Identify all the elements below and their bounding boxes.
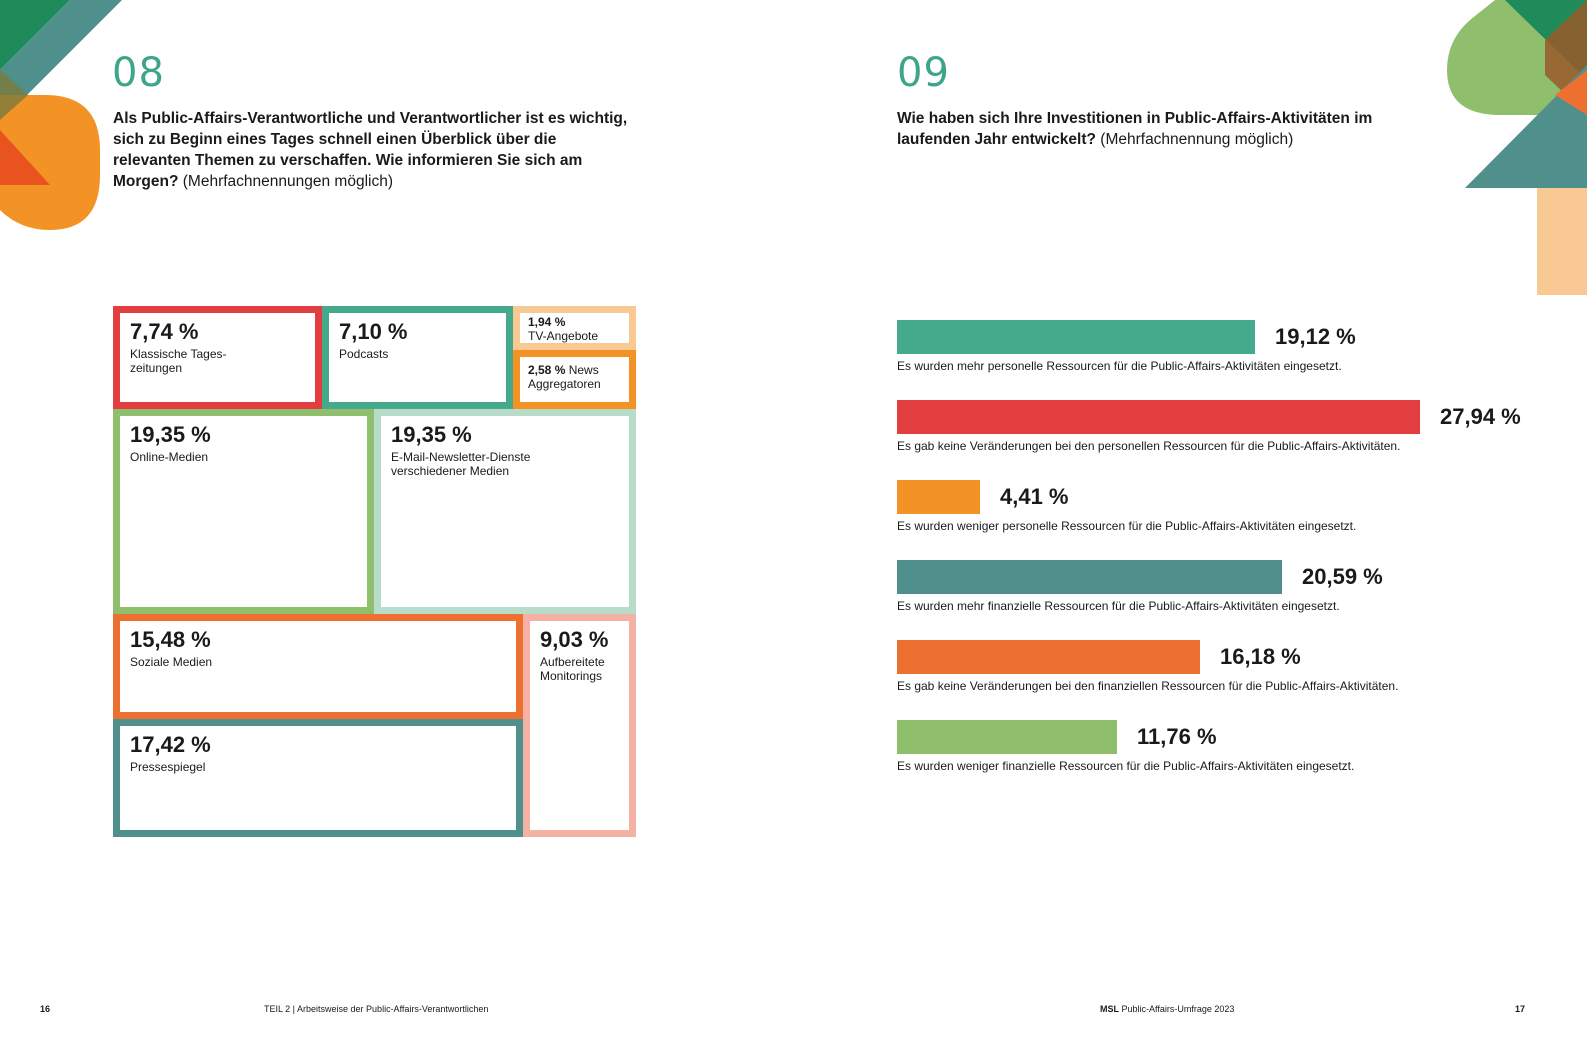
question-bold: Wie haben sich Ihre Investitionen in Pub… [897,110,1373,148]
treemap-cell-email-newsletter: 19,35 % E-Mail-Newsletter-Dienste versch… [374,409,636,614]
treemap-value: 19,35 % [391,422,472,447]
bar-1 [897,320,1255,354]
bar-value-label: 4,41 % [1000,484,1069,509]
bar-chart: 19,12 % Es wurden mehr personelle Ressour… [897,320,1567,790]
bar-value-label: 27,94 % [1440,404,1521,429]
question-bold: Als Public-Affairs-Verantwortliche und V… [113,110,628,190]
treemap-label: Aufbereitete Monitorings [540,655,605,683]
treemap-label: Klassische Tages- zeitungen [130,347,227,375]
bar-4 [897,560,1282,594]
treemap-label: Online-Medien [130,450,209,464]
treemap-label: Soziale Medien [130,655,213,669]
treemap-cell-podcasts: 7,10 % Podcasts [322,306,513,409]
footer-publication: MSL Public-Affairs-Umfrage 2023 [1100,1004,1234,1014]
treemap-cell-soziale-medien: 15,48 % Soziale Medien [113,614,523,719]
treemap-value: 2,58 % [528,363,566,377]
question-number: 08 [112,50,165,96]
treemap-cell-news-aggregatoren: 2,58 % News Aggregatoren [513,350,636,409]
page-number-right: 17 [1515,1004,1526,1014]
question-note: (Mehrfachnennungen möglich) [182,173,393,190]
bar-3 [897,480,980,514]
bar-value-label: 11,76 % [1137,724,1217,749]
bar-category-label: Es wurden mehr personelle Ressourcen für… [897,359,1342,373]
treemap-value: 7,10 % [339,319,408,344]
bar-value-label: 19,12 % [1275,324,1356,349]
page-number-left: 16 [40,1004,51,1014]
treemap-label: TV-Angebote [528,329,599,343]
treemap-label: Pressespiegel [130,760,206,774]
bar-category-label: Es wurden mehr finanzielle Ressourcen fü… [897,599,1340,613]
question-number: 09 [897,50,950,96]
decorative-corner-right [1447,0,1587,295]
treemap-cell-pressespiegel: 17,42 % Pressespiegel [113,719,523,837]
treemap-label: E-Mail-Newsletter-Dienste verschiedener … [391,450,531,478]
treemap-cell-online-medien: 19,35 % Online-Medien [113,409,374,614]
bar-value-label: 16,18 % [1220,644,1301,669]
treemap-value: 17,42 % [130,732,211,757]
treemap-cell-aufbereitete-monitorings: 9,03 % Aufbereitete Monitorings [523,614,636,837]
question-text: Als Public-Affairs-Verantwortliche und V… [113,108,633,192]
treemap-label: News Aggregatoren [528,363,601,391]
bar-2 [897,400,1420,434]
footer-brand: MSL [1100,1004,1119,1014]
treemap-value: 19,35 % [130,422,211,447]
treemap-value: 7,74 % [130,319,199,344]
bar-category-label: Es wurden weniger personelle Ressourcen … [897,519,1357,533]
question-text: Wie haben sich Ihre Investitionen in Pub… [897,108,1437,150]
treemap-value: 9,03 % [540,627,609,652]
bar-value-label: 20,59 % [1302,564,1383,589]
treemap-value: 15,48 % [130,627,211,652]
bar-category-label: Es gab keine Veränderungen bei den perso… [897,439,1401,453]
footer-publication-title: Public-Affairs-Umfrage 2023 [1121,1004,1235,1014]
treemap-value: 1,94 % [528,315,566,329]
bar-category-label: Es wurden weniger finanzielle Ressourcen… [897,759,1355,773]
treemap-value-label: 2,58 % News Aggregatoren [528,363,628,391]
bar-category-label: Es gab keine Veränderungen bei den finan… [897,679,1399,693]
treemap-label: Podcasts [339,347,389,361]
treemap-cell-tv-angebote: 1,94 % TV-Angebote [513,306,636,350]
decorative-corner-left [0,0,122,230]
question-note: (Mehrfachnennung möglich) [1100,131,1294,148]
bar-5 [897,640,1200,674]
treemap-cell-klassische-tageszeitungen: 7,74 % Klassische Tages- zeitungen [113,306,322,409]
footer-section: TEIL 2 | Arbeitsweise der Public-Affairs… [264,1004,489,1014]
bar-6 [897,720,1117,754]
